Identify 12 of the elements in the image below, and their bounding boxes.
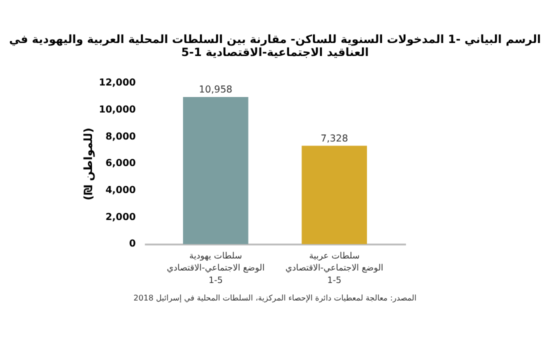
y-tick-label: 2,000 [106,212,136,223]
chart-title: الرسم البياني -1 المدخولات السنوية للساكن- مقارنة بين السلطات المحلية العربية واليهودية في العناقيد الاجتماعية-الاقتصادية 1-5 [9,33,541,60]
y-tick-label: 4,000 [106,185,136,196]
y-axis-title: (₪ للمواطن) [82,128,95,200]
y-tick-label: 6,000 [106,158,136,170]
y-tick-label: 12,000 [98,78,136,89]
y-tick-label: 8,000 [106,131,136,142]
y-tick-label: 10,000 [98,104,136,116]
data-label: 7,328 [320,133,348,144]
text: المصدر: معالجة لمعطيات دائرة الإحصاء المركزية، السلطات المحلية في إسرائيل 2018 [134,294,416,303]
y-tick-label: 0 [129,238,136,250]
data-label: 10,958 [198,84,232,96]
